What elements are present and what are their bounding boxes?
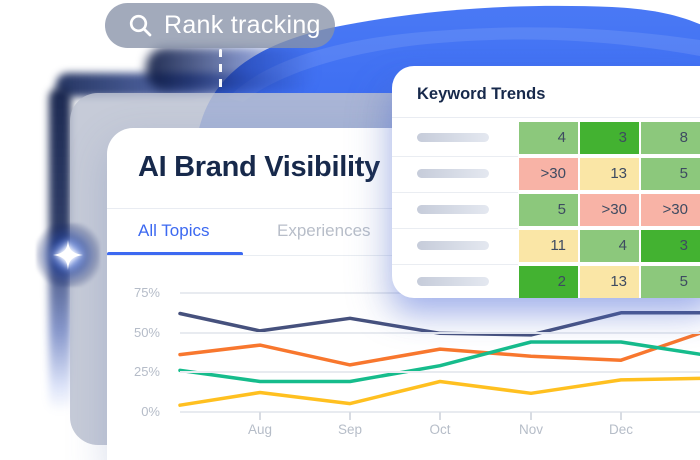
x-axis-label: Oct bbox=[429, 422, 451, 437]
rank-cell: 4 bbox=[580, 229, 639, 262]
rank-cell: 8 bbox=[641, 121, 700, 154]
tab-experiences[interactable]: Experiences bbox=[277, 221, 371, 240]
row-divider bbox=[392, 227, 518, 229]
keyword-label-skeleton bbox=[417, 168, 489, 178]
keyword-trends-title: Keyword Trends bbox=[417, 85, 546, 103]
chart-line-orange bbox=[178, 331, 700, 367]
rank-cell: 13 bbox=[580, 157, 639, 190]
keyword-row: 11 4 3 bbox=[392, 229, 700, 262]
rank-cell: 3 bbox=[580, 121, 639, 154]
chart-gridline bbox=[180, 331, 700, 334]
rank-cell: 11 bbox=[519, 229, 578, 262]
keyword-row: 2 13 5 bbox=[392, 265, 700, 298]
rank-cell: >30 bbox=[641, 193, 700, 226]
rank-cell: 5 bbox=[641, 157, 700, 190]
page-title: AI Brand Visibility bbox=[138, 151, 380, 183]
x-axis-label: Sep bbox=[337, 422, 363, 437]
row-divider bbox=[392, 263, 518, 265]
y-axis-label: 25% bbox=[133, 364, 160, 379]
y-axis-label: 75% bbox=[133, 285, 160, 300]
rank-cell: 13 bbox=[580, 265, 639, 298]
row-divider bbox=[392, 191, 518, 193]
tab-all-topics[interactable]: All Topics bbox=[138, 221, 210, 240]
chart-line-green bbox=[178, 340, 700, 384]
x-axis-tick bbox=[349, 412, 351, 420]
x-axis-tick bbox=[530, 412, 532, 420]
rank-cell: 2 bbox=[519, 265, 578, 298]
keyword-label-skeleton bbox=[417, 276, 489, 286]
sparkle-icon bbox=[53, 240, 83, 270]
x-axis-label: Nov bbox=[518, 422, 543, 437]
rank-cell: >30 bbox=[580, 193, 639, 226]
chart-gridline bbox=[180, 371, 700, 373]
rank-tracking-label: Rank tracking bbox=[164, 11, 321, 39]
active-tab-underline bbox=[107, 252, 243, 256]
rank-cell: >30 bbox=[519, 157, 578, 190]
search-icon bbox=[129, 14, 152, 37]
x-axis-tick bbox=[620, 412, 622, 420]
chart-line-yellow bbox=[178, 376, 700, 407]
keyword-label-skeleton bbox=[417, 204, 489, 214]
row-divider bbox=[392, 155, 518, 157]
chart-gridline bbox=[180, 410, 700, 413]
x-axis-tick bbox=[439, 412, 441, 420]
rank-cell: 5 bbox=[519, 193, 578, 226]
x-axis-tick bbox=[259, 412, 261, 420]
rank-tracking-badge[interactable]: Rank tracking bbox=[105, 3, 335, 48]
dashed-connector-line bbox=[219, 49, 222, 94]
keyword-row: >30 13 5 bbox=[392, 157, 700, 190]
keyword-label-skeleton bbox=[417, 132, 489, 142]
keyword-trends-divider bbox=[392, 117, 700, 118]
rank-cell: 3 bbox=[641, 229, 700, 262]
keyword-label-skeleton bbox=[417, 240, 489, 250]
keyword-trends-card: Keyword Trends 4 3 8 >30 13 5 5 >30 >30 11 4 3 2 13 5 bbox=[392, 66, 700, 298]
y-axis-label: 0% bbox=[141, 403, 160, 419]
x-axis-label: Dec bbox=[608, 422, 633, 437]
y-axis-label: 50% bbox=[133, 324, 160, 340]
keyword-row: 5 >30 >30 bbox=[392, 193, 700, 226]
rank-cell: 5 bbox=[641, 265, 700, 298]
x-axis-label: Aug bbox=[247, 422, 273, 437]
rank-cell: 4 bbox=[519, 121, 578, 154]
